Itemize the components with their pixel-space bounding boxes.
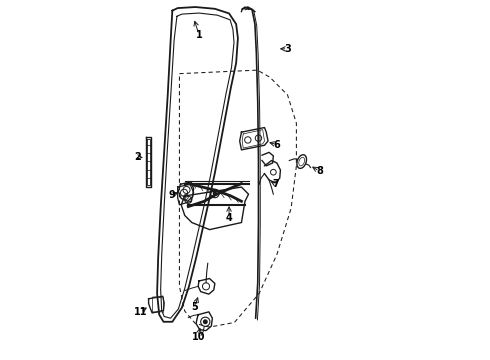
Text: 1: 1 [196, 30, 202, 40]
Text: 6: 6 [273, 140, 280, 149]
Text: 9: 9 [169, 190, 175, 200]
Text: 8: 8 [316, 166, 323, 176]
Text: 5: 5 [191, 302, 198, 312]
Circle shape [214, 192, 216, 195]
Text: 7: 7 [273, 179, 280, 189]
Circle shape [203, 320, 207, 324]
Text: 3: 3 [284, 44, 291, 54]
Text: 2: 2 [135, 152, 141, 162]
Text: 4: 4 [226, 213, 232, 223]
Text: 10: 10 [192, 332, 205, 342]
Text: 11: 11 [134, 307, 147, 317]
